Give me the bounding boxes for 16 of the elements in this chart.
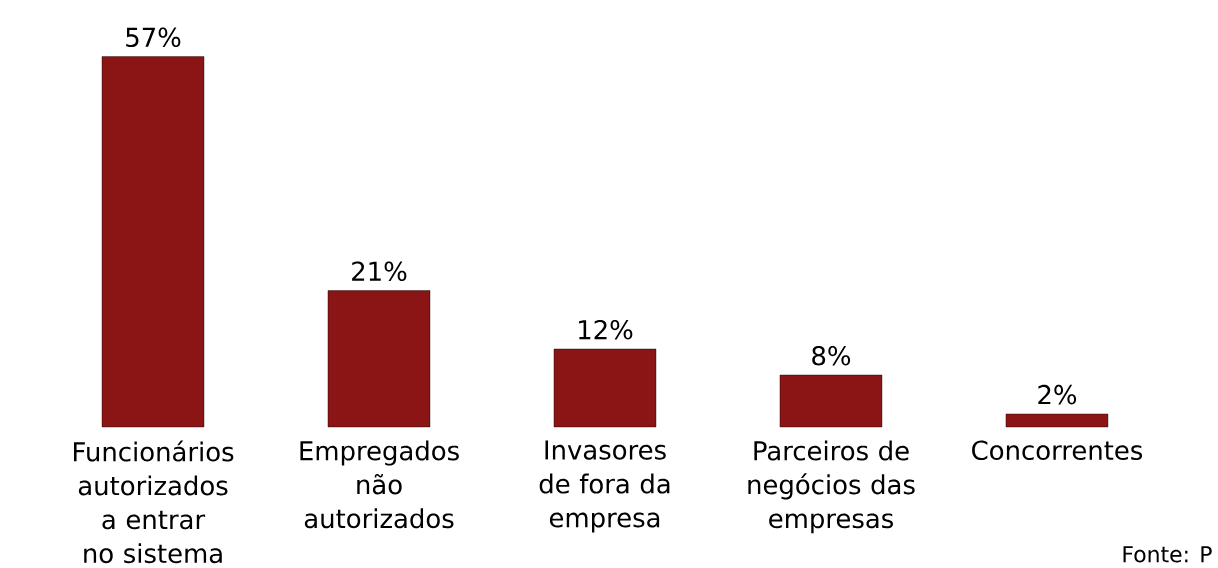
data-label: 8% <box>812 345 851 366</box>
data-label: 57% <box>126 27 181 48</box>
bar <box>779 374 883 428</box>
bar <box>553 348 657 428</box>
bar <box>101 56 205 428</box>
x-tick-label: Empregados não autorizados <box>300 440 459 529</box>
x-tick-label: Parceiros de negócios das empresas <box>748 440 915 534</box>
x-tick-label: Funcionários autorizados a entrar no sistema <box>74 440 234 564</box>
bar <box>327 290 431 428</box>
source-note: Fonte: P <box>1123 546 1212 563</box>
data-label: 2% <box>1038 384 1077 405</box>
x-tick-label: Concorrentes <box>972 440 1143 461</box>
data-label: 21% <box>352 261 407 282</box>
x-tick-label: Invasores de fora da empresa <box>539 440 670 533</box>
data-label: 12% <box>579 319 633 340</box>
bar <box>1005 413 1109 428</box>
